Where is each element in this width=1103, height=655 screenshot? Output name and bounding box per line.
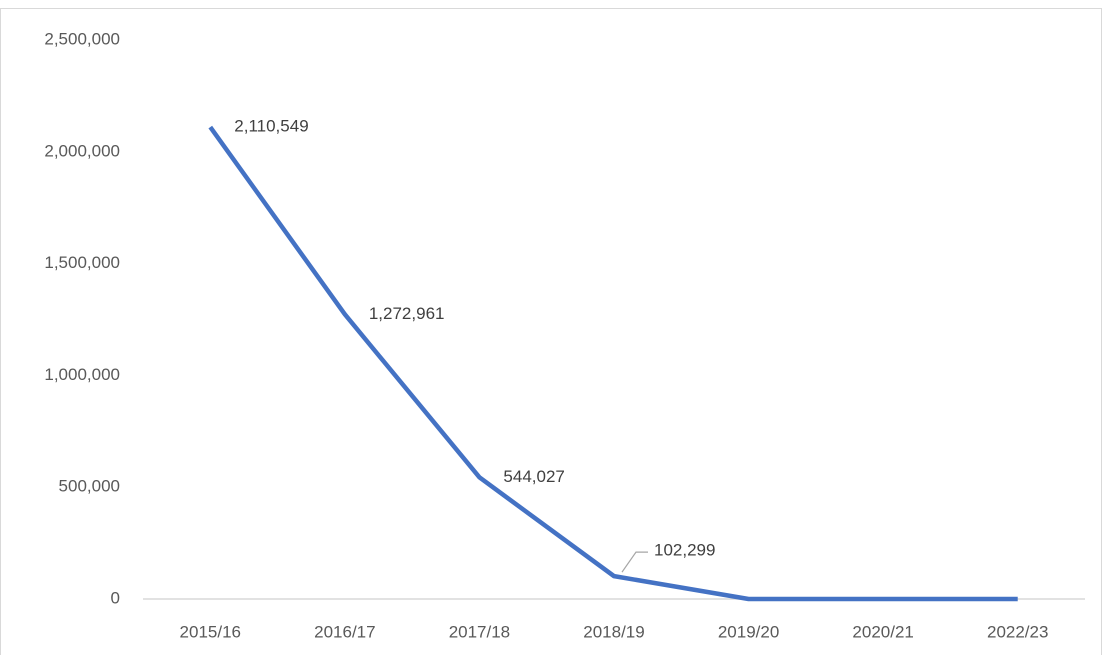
data-line: [208, 125, 1018, 602]
y-tick-label: 1,000,000: [44, 365, 120, 384]
y-tick-label: 2,500,000: [44, 29, 120, 48]
y-tick-label: 500,000: [59, 477, 120, 496]
x-tick-label: 2019/20: [718, 622, 779, 641]
x-tick-label: 2017/18: [449, 622, 510, 641]
data-label: 1,272,961: [369, 304, 445, 323]
y-tick-label: 2,000,000: [44, 141, 120, 160]
x-tick-label: 2020/21: [852, 622, 913, 641]
y-tick-label: 0: [111, 588, 120, 607]
x-tick-label: 2016/17: [314, 622, 375, 641]
y-tick-label: 1,500,000: [44, 253, 120, 272]
x-tick-label: 2022/23: [987, 622, 1048, 641]
leader-line: [621, 551, 648, 573]
data-label: 102,299: [654, 541, 715, 560]
x-tick-label: 2018/19: [583, 622, 644, 641]
chart-frame: [0, 8, 1102, 655]
x-tick-label: 2015/16: [180, 622, 241, 641]
data-label: 2,110,549: [234, 117, 308, 136]
data-label: 544,027: [503, 467, 564, 486]
